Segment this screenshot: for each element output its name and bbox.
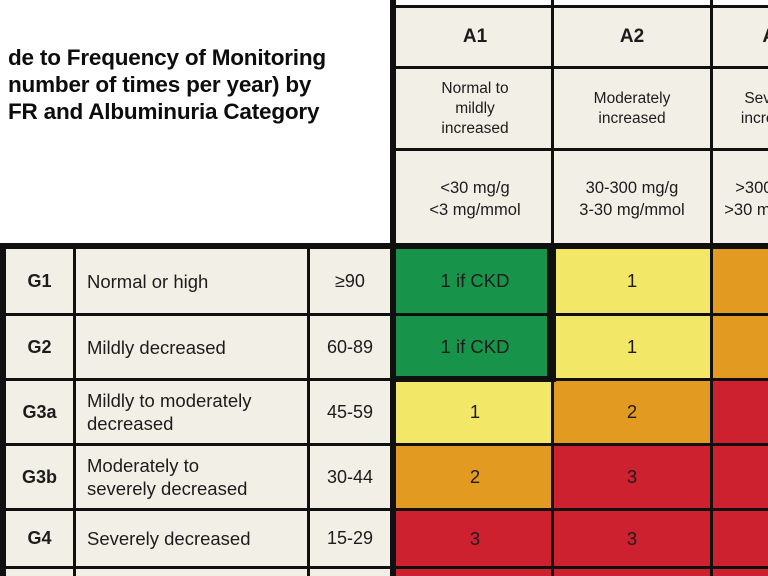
row-border-g2-g3a xyxy=(0,378,768,381)
col-header-a3-code: A3 xyxy=(710,5,768,69)
cell-g3a-a2: 2 xyxy=(551,378,713,446)
cell-g1-a2: 1 xyxy=(551,246,713,316)
row-header-g3a-description: Mildly to moderately decreased xyxy=(73,378,310,446)
cell-g3a-a3 xyxy=(710,378,768,446)
row-header-g4-range: 15-29 xyxy=(307,508,393,569)
cell-g3b-a1: 2 xyxy=(396,443,554,511)
row-header-g4-description: Severely decreased xyxy=(73,508,310,569)
left-table-border-desc-gfr xyxy=(307,249,310,576)
row-border-g3a-g3b xyxy=(0,443,768,446)
row-header-g2-code: G2 xyxy=(3,313,76,381)
cell-g3b-a2: 3 xyxy=(551,443,713,511)
cell-g5-a1-partial xyxy=(396,566,554,576)
row-border-g4-g5 xyxy=(0,566,768,569)
col-header-a2-range: 30-300 mg/g 3-30 mg/mmol xyxy=(551,148,713,249)
col-header-a2-code: A2 xyxy=(551,5,713,69)
thick-border-above-data-rows xyxy=(0,243,768,249)
cell-g2-a2: 1 xyxy=(551,313,713,381)
cell-g2-a3 xyxy=(710,313,768,381)
cell-g2-a1: 1 if CKD xyxy=(396,313,554,381)
col-header-a2-description: Moderately increased xyxy=(551,66,713,151)
cell-g1-a1: 1 if CKD xyxy=(396,246,554,316)
col-header-a1-description: Normal to mildly increased xyxy=(396,66,554,151)
grid-border-a2-a3 xyxy=(710,0,713,576)
row-header-g5-description-partial xyxy=(73,566,310,576)
header-top-border xyxy=(390,5,768,8)
row-header-g3b-description: Moderately to severely decreased xyxy=(73,443,310,511)
figure-title-line3: FR and Albuminuria Category xyxy=(8,99,320,124)
row-header-g2-description: Mildly decreased xyxy=(73,313,310,381)
green-region-thick-right-border xyxy=(547,243,556,382)
row-header-g3b-code: G3b xyxy=(3,443,76,511)
figure-title-line1: de to Frequency of Monitoring xyxy=(8,45,326,70)
cell-g4-a2: 3 xyxy=(551,508,713,569)
row-border-g3b-g4 xyxy=(0,508,768,511)
row-header-g5-code-partial xyxy=(3,566,76,576)
row-header-g3a-range: 45-59 xyxy=(307,378,393,446)
row-header-g4-code: G4 xyxy=(3,508,76,569)
row-header-g3b-range: 30-44 xyxy=(307,443,393,511)
col-header-a3-description: Severely increased xyxy=(710,66,768,151)
left-table-left-border xyxy=(0,243,6,576)
header-border-1 xyxy=(390,66,768,69)
row-header-g3a-code: G3a xyxy=(3,378,76,446)
row-header-g1-code: G1 xyxy=(3,246,76,316)
col-header-a1-code: A1 xyxy=(396,5,554,69)
cell-g5-a3-partial xyxy=(710,566,768,576)
row-header-g1-description: Normal or high xyxy=(73,246,310,316)
row-header-g2-range: 60-89 xyxy=(307,313,393,381)
cell-g1-a3 xyxy=(710,246,768,316)
left-table-border-code-desc xyxy=(73,249,76,576)
cell-g3b-a3 xyxy=(710,443,768,511)
col-header-a1-range: <30 mg/g <3 mg/mmol xyxy=(396,148,554,249)
col-header-a3-range: >300 mg/g >30 mg/mmol xyxy=(710,148,768,249)
cell-g4-a3 xyxy=(710,508,768,569)
header-border-2 xyxy=(390,148,768,151)
grid-outer-left-border xyxy=(390,0,396,576)
row-header-g1-range: ≥90 xyxy=(307,246,393,316)
cell-g5-a2-partial xyxy=(551,566,713,576)
cell-g4-a1: 3 xyxy=(396,508,554,569)
row-border-g1-g2 xyxy=(0,313,768,316)
row-header-g5-range-partial xyxy=(307,566,393,576)
cell-g3a-a1: 1 xyxy=(396,378,554,446)
green-region-thick-bottom-border xyxy=(390,376,556,382)
figure-title: de to Frequency of Monitoring number of … xyxy=(8,44,326,125)
figure-title-line2: number of times per year) by xyxy=(8,72,312,97)
